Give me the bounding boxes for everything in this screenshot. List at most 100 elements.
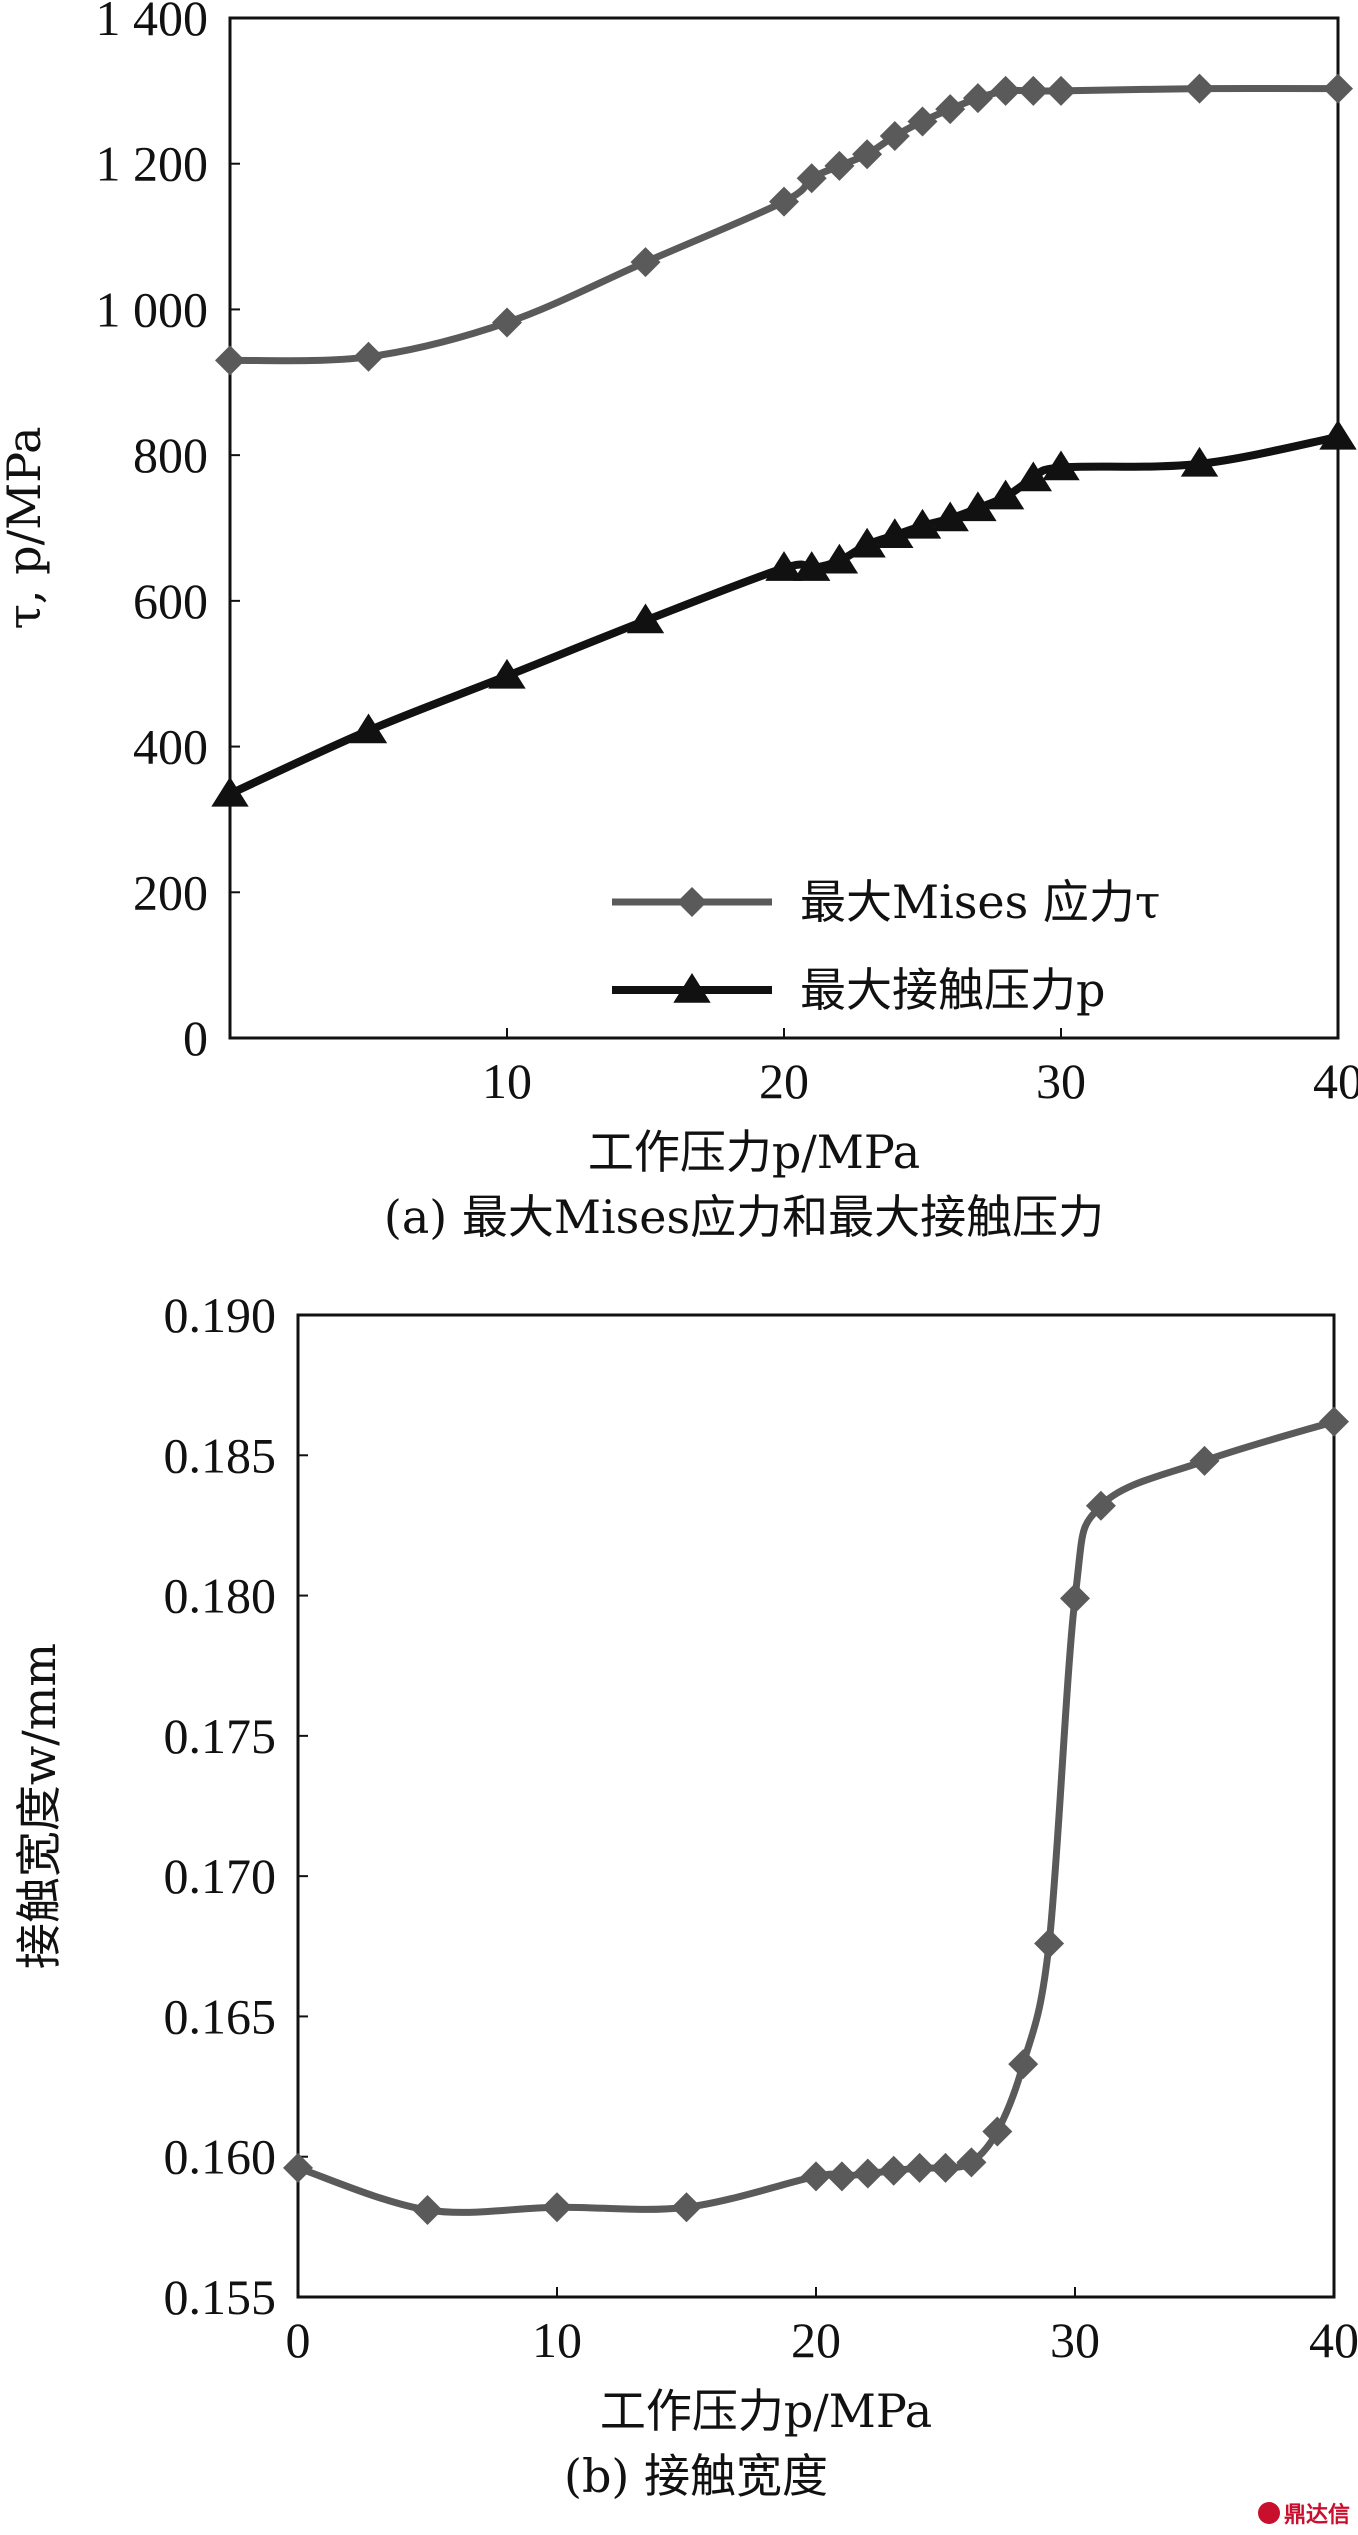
diamond-marker (1018, 75, 1049, 106)
y-tick-label: 0.185 (164, 1427, 277, 1483)
y-tick-label: 200 (133, 864, 208, 920)
y-tick-label: 0.155 (164, 2269, 277, 2325)
chart-a-svg: 0 200 400 600 800 1 000 1 200 1 400 10 20 30 40 工作压力… (0, 0, 1358, 1244)
diamond-marker (1034, 1928, 1065, 1959)
diamond-marker (1046, 75, 1076, 106)
y-tick-label: 0.160 (164, 2129, 277, 2185)
diamond-marker (1184, 73, 1215, 104)
y-axis-title: τ, p/MPa (0, 426, 51, 629)
diamond-marker (215, 345, 245, 376)
diamond-marker (283, 2152, 313, 2183)
diamond-marker (769, 186, 799, 217)
x-tick-label: 20 (759, 1053, 809, 1109)
diamond-marker (671, 2192, 702, 2223)
y-tick-label: 0.165 (164, 1988, 277, 2044)
diamond-marker (962, 83, 993, 114)
triangle-marker (986, 479, 1025, 510)
y-tick-label: 0 (183, 1010, 208, 1066)
x-axis-title: 工作压力p/MPa (588, 1125, 920, 1179)
diamond-marker (1008, 2049, 1039, 2080)
plot-frame (296, 1313, 1336, 2299)
triangle-marker (1319, 419, 1357, 450)
seal-icon (1257, 2502, 1280, 2524)
triangle-marker (931, 501, 969, 532)
diamond-marker (904, 2152, 935, 2183)
chart-caption: (b) 接触宽度 (564, 2449, 828, 2503)
y-tick-label: 400 (133, 719, 208, 775)
y-tick-label: 1 200 (96, 136, 209, 192)
diamond-marker (878, 2155, 909, 2186)
diamond-marker (353, 341, 384, 372)
diamond-marker (852, 2158, 883, 2189)
x-tick-label: 10 (482, 1053, 532, 1109)
diamond-marker (826, 2161, 857, 2192)
legend-label: 最大Mises 应力τ (800, 875, 1160, 929)
diamond-marker (1189, 1445, 1220, 1476)
watermark-text: 鼎达信 (1283, 2503, 1350, 2528)
triangle-marker (820, 543, 859, 574)
y-axis-title: 接触宽度w/mm (12, 1643, 66, 1969)
triangle-marker (1042, 450, 1080, 481)
chart-caption: (a) 最大Mises应力和最大接触压力 (384, 1190, 1104, 1244)
y-tick-label: 0.170 (164, 1848, 277, 1904)
chart-a: 0 200 400 600 800 1 000 1 200 1 400 10 20 30 40 工作压力… (0, 0, 1358, 1244)
diamond-marker (982, 2116, 1013, 2147)
y-tick-label: 1 000 (96, 281, 209, 337)
diamond-marker (412, 2195, 443, 2226)
triangle-marker (848, 527, 886, 558)
diamond-marker (879, 121, 910, 152)
legend-item: 最大Mises 应力τ (612, 875, 1160, 929)
x-tick-label: 40 (1313, 1053, 1358, 1109)
triangle-marker (211, 776, 249, 807)
triangle-marker (876, 518, 914, 549)
triangle-marker (959, 491, 997, 522)
x-axis-title: 工作压力p/MPa (600, 2384, 932, 2438)
diamond-marker (630, 247, 661, 278)
series-1 (211, 419, 1357, 807)
diamond-marker (796, 163, 827, 194)
triangle-marker (765, 551, 803, 581)
diamond-marker (1085, 1490, 1116, 1521)
series-0 (283, 1406, 1349, 2226)
triangle-marker (349, 713, 388, 744)
diamond-marker (542, 2192, 572, 2223)
y-tick-label: 600 (133, 573, 208, 629)
x-tick-label: 30 (1036, 1053, 1086, 1109)
y-tick-label: 1 400 (96, 0, 209, 46)
legend-label: 最大接触压力p (800, 963, 1105, 1017)
diamond-marker (1323, 73, 1353, 104)
y-tick-label: 0.180 (164, 1568, 277, 1624)
series-line (294, 1418, 1338, 2216)
plot-frame (228, 16, 1340, 1040)
diamond-marker (935, 94, 966, 125)
x-tick-label: 0 (286, 2312, 311, 2368)
legend-diamond-marker (677, 887, 707, 917)
x-tick-label: 30 (1050, 2312, 1100, 2368)
diamond-marker (930, 2152, 961, 2183)
x-tick-label: 40 (1309, 2312, 1358, 2368)
y-tick-label: 800 (133, 427, 208, 483)
diamond-marker (801, 2161, 831, 2192)
diamond-marker (492, 307, 522, 338)
series-line (226, 85, 1342, 365)
diamond-marker (824, 150, 855, 181)
diamond-marker (852, 139, 883, 170)
y-tick-label: 0.190 (164, 1290, 277, 1343)
legend-item: 最大接触压力p (612, 963, 1105, 1017)
triangle-marker (1180, 446, 1219, 477)
series-line (226, 432, 1342, 798)
y-tick-label: 0.175 (164, 1708, 277, 1764)
legend-triangle-marker (673, 973, 711, 1003)
diamond-marker (907, 106, 938, 137)
diamond-marker (1319, 1406, 1349, 1437)
chart-b-svg: 0.155 0.160 0.165 0.170 0.175 0.180 0.185 0.190… (12, 1290, 1358, 2503)
triangle-marker (488, 658, 526, 689)
x-tick-label: 10 (532, 2312, 582, 2368)
diamond-marker (1060, 1583, 1090, 1614)
series-0 (215, 73, 1353, 376)
triangle-marker (626, 603, 665, 634)
triangle-marker (1014, 461, 1052, 492)
x-tick-label: 20 (791, 2312, 841, 2368)
diamond-marker (990, 75, 1021, 106)
diamond-marker (956, 2147, 987, 2178)
